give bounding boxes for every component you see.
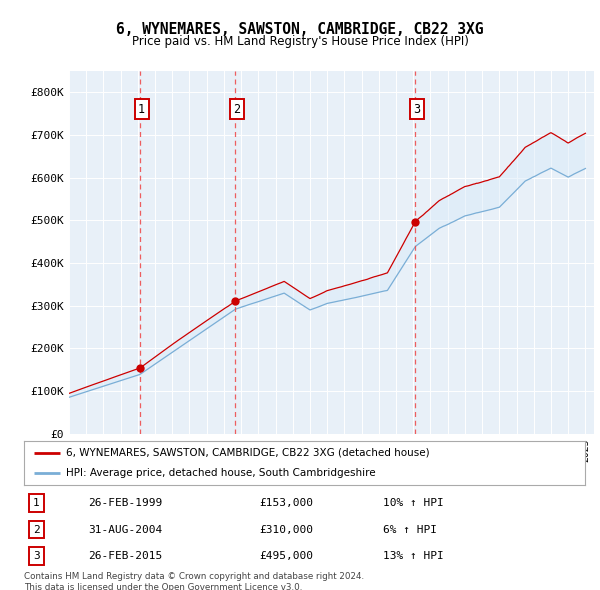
Text: 26-FEB-2015: 26-FEB-2015 (89, 551, 163, 561)
Text: 31-AUG-2004: 31-AUG-2004 (89, 525, 163, 535)
Text: 3: 3 (413, 103, 421, 116)
Text: 6% ↑ HPI: 6% ↑ HPI (383, 525, 437, 535)
Text: HPI: Average price, detached house, South Cambridgeshire: HPI: Average price, detached house, Sout… (66, 468, 376, 478)
Text: £153,000: £153,000 (260, 498, 314, 508)
Text: 26-FEB-1999: 26-FEB-1999 (89, 498, 163, 508)
Text: £310,000: £310,000 (260, 525, 314, 535)
Text: Price paid vs. HM Land Registry's House Price Index (HPI): Price paid vs. HM Land Registry's House … (131, 35, 469, 48)
Text: 10% ↑ HPI: 10% ↑ HPI (383, 498, 444, 508)
Text: 6, WYNEMARES, SAWSTON, CAMBRIDGE, CB22 3XG (detached house): 6, WYNEMARES, SAWSTON, CAMBRIDGE, CB22 3… (66, 448, 430, 458)
Text: 13% ↑ HPI: 13% ↑ HPI (383, 551, 444, 561)
Text: 2: 2 (33, 525, 40, 535)
Text: 6, WYNEMARES, SAWSTON, CAMBRIDGE, CB22 3XG: 6, WYNEMARES, SAWSTON, CAMBRIDGE, CB22 3… (116, 22, 484, 37)
Text: 2: 2 (233, 103, 241, 116)
Text: 3: 3 (33, 551, 40, 561)
Text: 1: 1 (138, 103, 145, 116)
Text: 1: 1 (33, 498, 40, 508)
Text: Contains HM Land Registry data © Crown copyright and database right 2024.
This d: Contains HM Land Registry data © Crown c… (24, 572, 364, 590)
Text: £495,000: £495,000 (260, 551, 314, 561)
